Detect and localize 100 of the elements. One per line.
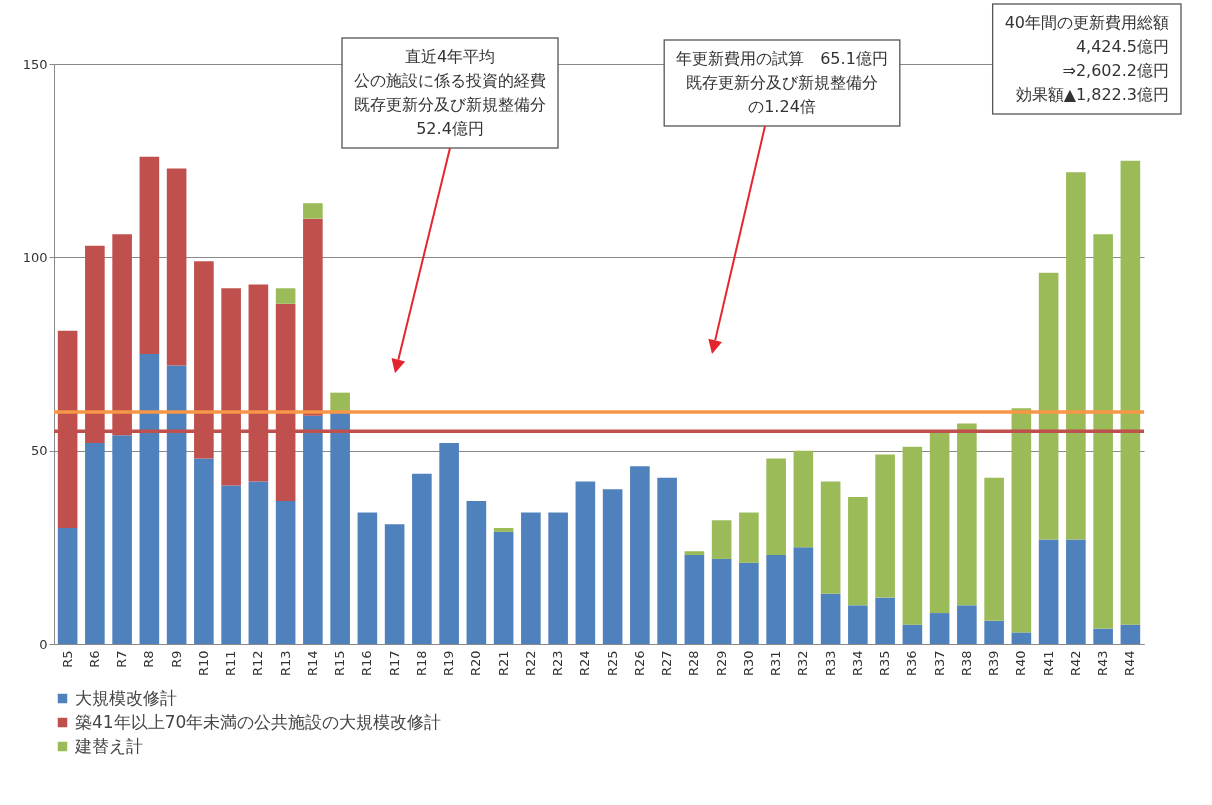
x-tick-label: R28 [686, 650, 702, 677]
bar [248, 481, 269, 644]
bar [1120, 160, 1141, 625]
x-tick-label: R18 [413, 650, 429, 677]
bar [412, 473, 432, 644]
annotation: 公の施設に係る投資的経費 [354, 71, 546, 90]
bar [1120, 624, 1141, 644]
bar [57, 528, 78, 644]
x-tick-label: R17 [386, 650, 402, 677]
legend-label: 建替え計 [74, 735, 143, 756]
y-tick-label: 0 [39, 636, 48, 652]
bar [493, 531, 514, 644]
annotation: の1.24倍 [748, 97, 816, 116]
text: 4,424.5億円 [1075, 37, 1169, 56]
y-tick-label: 150 [22, 56, 48, 72]
x-tick-label: R5 [59, 650, 75, 668]
legend-label: 大規模改修計 [75, 687, 177, 708]
bar [820, 481, 841, 594]
bar [303, 218, 323, 416]
bar [875, 597, 895, 644]
x-tick-label: R29 [713, 650, 729, 677]
bar [275, 500, 296, 644]
x-tick-label: R8 [141, 650, 157, 668]
x-tick-label: R41 [1040, 650, 1056, 677]
bar [684, 555, 705, 644]
bar [630, 466, 650, 644]
bar [657, 477, 677, 644]
y-tick-label: 100 [22, 249, 48, 265]
x-tick-label: R6 [86, 650, 102, 668]
x-tick-label: R27 [659, 650, 675, 677]
bar [984, 477, 1004, 621]
bar [548, 512, 568, 644]
bar [793, 547, 814, 644]
x-tick-label: R33 [822, 650, 838, 677]
x-tick-label: R37 [931, 650, 947, 677]
annotation: ⇒2,602.2億円 [1062, 61, 1169, 80]
bar [139, 354, 160, 644]
annotation: 効果額▲1,822.3億円 [1015, 85, 1169, 104]
bar [929, 613, 950, 644]
bar [602, 489, 623, 644]
bar [1066, 539, 1086, 644]
x-tick-label: R31 [768, 650, 784, 677]
bar [875, 454, 895, 598]
x-tick-label: R36 [904, 650, 920, 677]
x-tick-label: R34 [849, 650, 865, 677]
legend-label: 築41年以上70年未満の公共施設の大規模改修計 [75, 711, 442, 732]
bar [303, 203, 323, 219]
bar [984, 620, 1004, 644]
x-tick-label: R21 [495, 650, 511, 677]
annotation: 既存更新分及び新規整備分 [354, 95, 546, 114]
x-tick-label: R15 [332, 650, 348, 677]
x-tick-label: R7 [114, 650, 130, 668]
bar [112, 435, 132, 644]
bar [221, 485, 241, 644]
bar [466, 500, 487, 644]
bar [1011, 632, 1032, 644]
bar [1093, 234, 1113, 629]
bar [848, 497, 868, 606]
bar [793, 450, 814, 548]
x-tick-label: R38 [958, 650, 974, 677]
bar [848, 605, 868, 644]
bar [357, 512, 378, 644]
bar [1066, 172, 1086, 540]
x-tick-label: R25 [604, 650, 620, 677]
bar [739, 512, 759, 563]
text: 40年間の更新費用総額 [1004, 13, 1169, 32]
x-tick-label: R12 [250, 650, 266, 677]
x-tick-label: R22 [522, 650, 538, 677]
x-tick-label: R14 [304, 650, 320, 677]
bar [902, 446, 923, 625]
annotation: 52.4億円 [416, 119, 484, 138]
x-tick-label: R43 [1095, 650, 1111, 677]
bar [711, 558, 732, 644]
annotation: 既存更新分及び新規整備分 [686, 73, 878, 92]
bar [166, 365, 187, 644]
bar [439, 442, 459, 644]
bar [766, 458, 786, 556]
x-tick-label: R40 [1013, 650, 1029, 677]
bar [330, 412, 350, 644]
annotation: 年更新費用の試算 65.1億円 [676, 49, 888, 68]
x-tick-label: R39 [986, 650, 1002, 677]
x-tick-label: R10 [195, 650, 211, 677]
bar [330, 392, 350, 412]
x-tick-label: R20 [468, 650, 484, 677]
x-tick-label: R16 [359, 650, 375, 677]
bar [957, 423, 977, 606]
x-tick-label: R30 [740, 650, 756, 677]
x-tick-label: R24 [577, 650, 593, 677]
x-tick-label: R42 [1067, 650, 1083, 677]
x-tick-label: R13 [277, 650, 293, 677]
bar [1038, 272, 1059, 540]
annotation: 直近4年平均 [404, 47, 496, 66]
x-tick-label: R35 [877, 650, 893, 677]
x-tick-label: R26 [631, 650, 647, 677]
bar [929, 431, 950, 614]
bar [739, 562, 759, 644]
x-tick-label: R19 [441, 650, 457, 677]
bar [902, 624, 923, 644]
x-tick-label: R32 [795, 650, 811, 677]
bar [1038, 539, 1059, 644]
